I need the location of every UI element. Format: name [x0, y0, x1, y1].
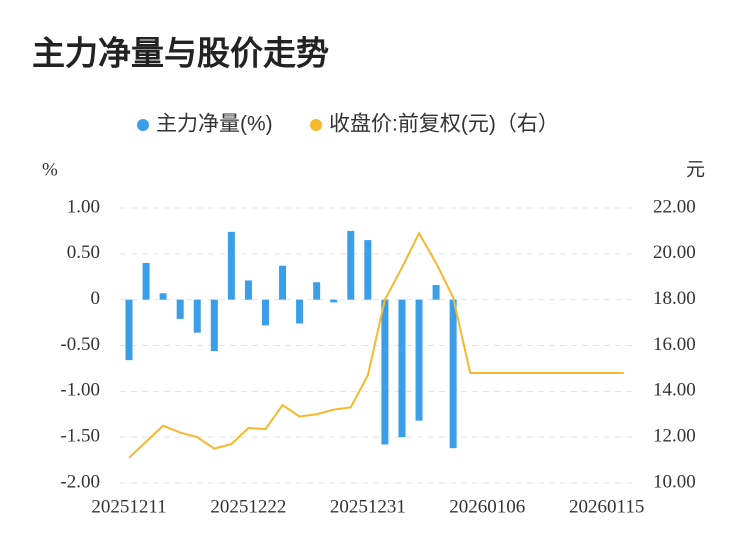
x-tick-label: 20251211: [91, 496, 166, 517]
y2-axis-unit: 元: [686, 159, 705, 180]
bar: [398, 299, 406, 438]
bar: [364, 240, 372, 300]
bar: [244, 280, 252, 300]
bar: [347, 230, 355, 300]
y-tick-label: -1.00: [60, 380, 100, 401]
price-line: [128, 231, 624, 459]
x-tick-label: 20251231: [330, 496, 406, 517]
y2-tick-label: 12.00: [653, 426, 696, 447]
y-tick-label: -2.00: [60, 471, 100, 492]
bar: [381, 299, 389, 445]
bar: [296, 299, 304, 324]
y-tick-label: -0.50: [60, 334, 100, 355]
bar: [432, 285, 440, 300]
chart-title: 主力净量与股价走势: [32, 35, 329, 72]
bar: [210, 299, 218, 351]
bar: [449, 299, 457, 449]
y-tick-label: 1.00: [67, 196, 100, 217]
y-tick-label: 0: [91, 288, 101, 309]
bar: [330, 299, 338, 303]
bar: [313, 282, 321, 300]
bar: [415, 299, 423, 421]
legend-marker: [310, 119, 322, 131]
bar: [261, 299, 269, 326]
y-axis-unit: %: [42, 159, 58, 180]
bar: [125, 299, 133, 361]
legend-label: 收盘价:前复权(元)（右）: [329, 113, 559, 136]
bar: [176, 299, 184, 319]
legend-label: 主力净量(%): [156, 113, 273, 136]
y2-tick-label: 14.00: [653, 380, 696, 401]
x-tick-label: 20251222: [210, 496, 286, 517]
bar: [279, 265, 287, 300]
bar: [142, 263, 150, 300]
bar: [227, 231, 235, 300]
y2-tick-label: 16.00: [653, 334, 696, 355]
x-tick-label: 20260115: [569, 496, 644, 517]
bar: [193, 299, 201, 333]
y2-tick-label: 18.00: [653, 288, 696, 309]
y2-tick-label: 10.00: [653, 471, 696, 492]
bar: [159, 293, 167, 300]
y-tick-label: 0.50: [67, 242, 100, 263]
y2-tick-label: 22.00: [653, 196, 696, 217]
y-tick-label: -1.50: [60, 426, 100, 447]
y2-tick-label: 20.00: [653, 242, 696, 263]
x-tick-label: 20260106: [449, 496, 525, 517]
legend-marker: [137, 119, 149, 131]
